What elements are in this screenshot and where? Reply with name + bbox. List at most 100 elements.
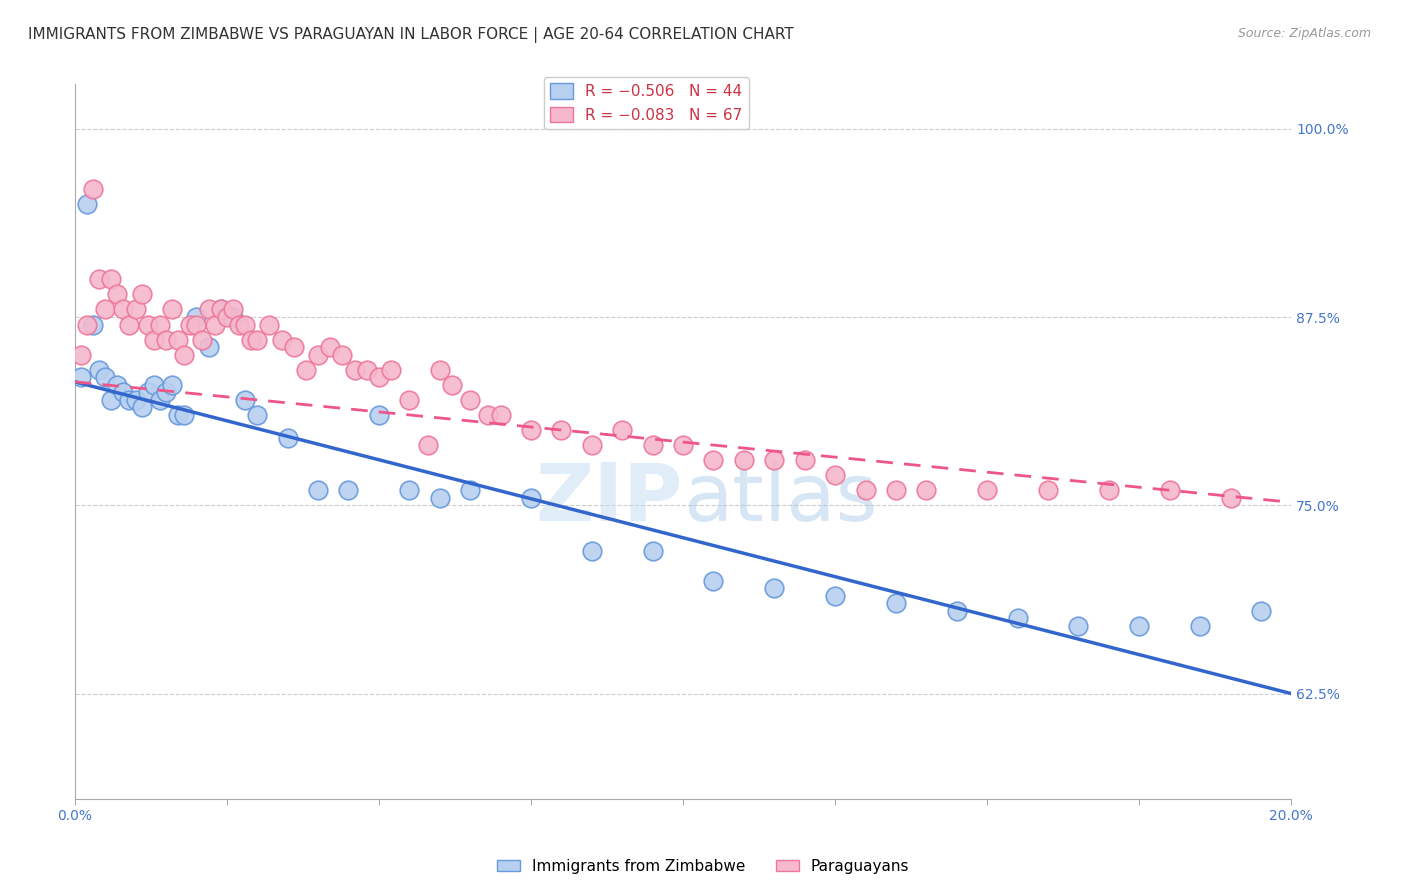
Point	[1159, 483, 1181, 498]
Point	[824, 468, 846, 483]
Point	[1189, 619, 1212, 633]
Point	[702, 574, 724, 588]
Point	[197, 340, 219, 354]
Point	[733, 453, 755, 467]
Point	[100, 272, 122, 286]
Point	[367, 370, 389, 384]
Point	[915, 483, 938, 498]
Point	[233, 392, 256, 407]
Point	[215, 310, 238, 324]
Point	[458, 392, 481, 407]
Point	[136, 318, 159, 332]
Point	[489, 408, 512, 422]
Point	[246, 408, 269, 422]
Point	[259, 318, 281, 332]
Point	[283, 340, 305, 354]
Point	[380, 363, 402, 377]
Point	[186, 318, 208, 332]
Point	[131, 401, 153, 415]
Point	[824, 589, 846, 603]
Point	[429, 491, 451, 505]
Point	[105, 377, 128, 392]
Legend: Immigrants from Zimbabwe, Paraguayans: Immigrants from Zimbabwe, Paraguayans	[491, 853, 915, 880]
Point	[295, 363, 318, 377]
Point	[763, 453, 786, 467]
Legend: R = −0.506   N = 44, R = −0.083   N = 67: R = −0.506 N = 44, R = −0.083 N = 67	[544, 77, 749, 128]
Point	[416, 438, 439, 452]
Point	[277, 431, 299, 445]
Point	[367, 408, 389, 422]
Text: Source: ZipAtlas.com: Source: ZipAtlas.com	[1237, 27, 1371, 40]
Point	[1007, 611, 1029, 625]
Point	[855, 483, 877, 498]
Point	[1219, 491, 1241, 505]
Point	[76, 318, 98, 332]
Point	[186, 310, 208, 324]
Point	[118, 392, 141, 407]
Point	[702, 453, 724, 467]
Point	[209, 302, 232, 317]
Point	[1036, 483, 1059, 498]
Point	[179, 318, 201, 332]
Point	[112, 302, 135, 317]
Point	[100, 392, 122, 407]
Point	[1250, 604, 1272, 618]
Point	[398, 392, 420, 407]
Point	[155, 333, 177, 347]
Point	[429, 363, 451, 377]
Point	[82, 182, 104, 196]
Point	[1067, 619, 1090, 633]
Point	[124, 302, 146, 317]
Point	[520, 423, 543, 437]
Point	[477, 408, 499, 422]
Point	[612, 423, 634, 437]
Point	[270, 333, 292, 347]
Point	[167, 408, 190, 422]
Point	[793, 453, 815, 467]
Point	[945, 604, 967, 618]
Point	[149, 392, 172, 407]
Point	[155, 385, 177, 400]
Point	[343, 363, 366, 377]
Point	[105, 287, 128, 301]
Point	[142, 333, 165, 347]
Point	[307, 483, 329, 498]
Point	[337, 483, 360, 498]
Point	[209, 302, 232, 317]
Point	[173, 408, 195, 422]
Point	[1128, 619, 1150, 633]
Point	[398, 483, 420, 498]
Point	[131, 287, 153, 301]
Point	[672, 438, 695, 452]
Point	[136, 385, 159, 400]
Point	[160, 377, 183, 392]
Point	[204, 318, 226, 332]
Point	[94, 370, 117, 384]
Point	[94, 302, 117, 317]
Point	[330, 348, 353, 362]
Point	[87, 272, 110, 286]
Point	[222, 310, 245, 324]
Point	[149, 318, 172, 332]
Point	[76, 197, 98, 211]
Point	[240, 333, 263, 347]
Point	[228, 318, 250, 332]
Point	[976, 483, 998, 498]
Point	[307, 348, 329, 362]
Point	[641, 543, 664, 558]
Point	[69, 370, 91, 384]
Point	[884, 596, 907, 610]
Point	[197, 302, 219, 317]
Point	[69, 348, 91, 362]
Point	[118, 318, 141, 332]
Point	[160, 302, 183, 317]
Point	[581, 543, 603, 558]
Point	[173, 348, 195, 362]
Point	[641, 438, 664, 452]
Point	[167, 333, 190, 347]
Point	[550, 423, 572, 437]
Point	[142, 377, 165, 392]
Point	[520, 491, 543, 505]
Point	[440, 377, 463, 392]
Point	[233, 318, 256, 332]
